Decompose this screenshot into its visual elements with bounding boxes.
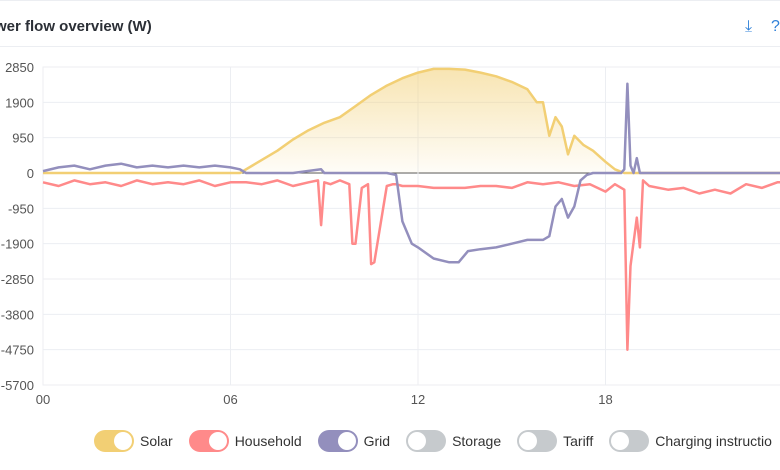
y-tick-label: -5700: [1, 378, 34, 393]
legend-label: Household: [234, 433, 302, 449]
y-tick-label: 950: [12, 131, 34, 146]
household-toggle[interactable]: [188, 430, 229, 452]
legend: Solar Household Grid Storage Tariff Charging …: [90, 430, 778, 452]
y-tick-label: 0: [27, 166, 34, 181]
y-tick-label: -1900: [1, 237, 34, 252]
tariff-toggle[interactable]: [517, 430, 558, 452]
download-icon[interactable]: ⤓: [745, 18, 753, 35]
solar-toggle[interactable]: [94, 430, 134, 452]
legend-label: Tariff: [563, 433, 594, 449]
y-tick-label: -950: [8, 201, 34, 216]
y-tick-label: -3800: [1, 307, 34, 322]
y-tick-label: -2850: [1, 272, 34, 287]
solar-line: [43, 67, 780, 175]
toggle-knob: [611, 432, 630, 450]
solar-area: [43, 68, 780, 173]
chart-title: wer flow overview (W): [0, 18, 152, 35]
toggle-knob: [519, 432, 538, 450]
y-tick-label: 2850: [5, 60, 34, 75]
x-tick-label: 06: [223, 392, 237, 407]
x-tick-label: 00: [36, 392, 50, 407]
y-tick-label: 1900: [5, 95, 34, 110]
legend-label: Solar: [140, 433, 173, 449]
storage-toggle[interactable]: [406, 430, 447, 452]
x-tick-label: 12: [411, 392, 425, 407]
help-icon[interactable]: ?: [771, 18, 780, 35]
legend-label: Charging instructio: [655, 433, 772, 449]
legend-label: Grid: [363, 433, 391, 449]
toggle-knob: [408, 432, 427, 450]
toggle-knob: [337, 432, 356, 450]
toggle-knob: [208, 432, 227, 450]
grid-line: [42, 82, 780, 264]
top-border: [0, 0, 780, 1]
toggle-knob: [114, 432, 132, 450]
legend-label: Storage: [452, 433, 502, 449]
charging-instructio-toggle[interactable]: [609, 430, 650, 452]
y-tick-label: -4750: [1, 343, 34, 358]
household-line: [42, 179, 780, 351]
grid-toggle[interactable]: [317, 430, 358, 452]
x-tick-label: 18: [598, 392, 612, 407]
header-divider: [0, 46, 780, 47]
